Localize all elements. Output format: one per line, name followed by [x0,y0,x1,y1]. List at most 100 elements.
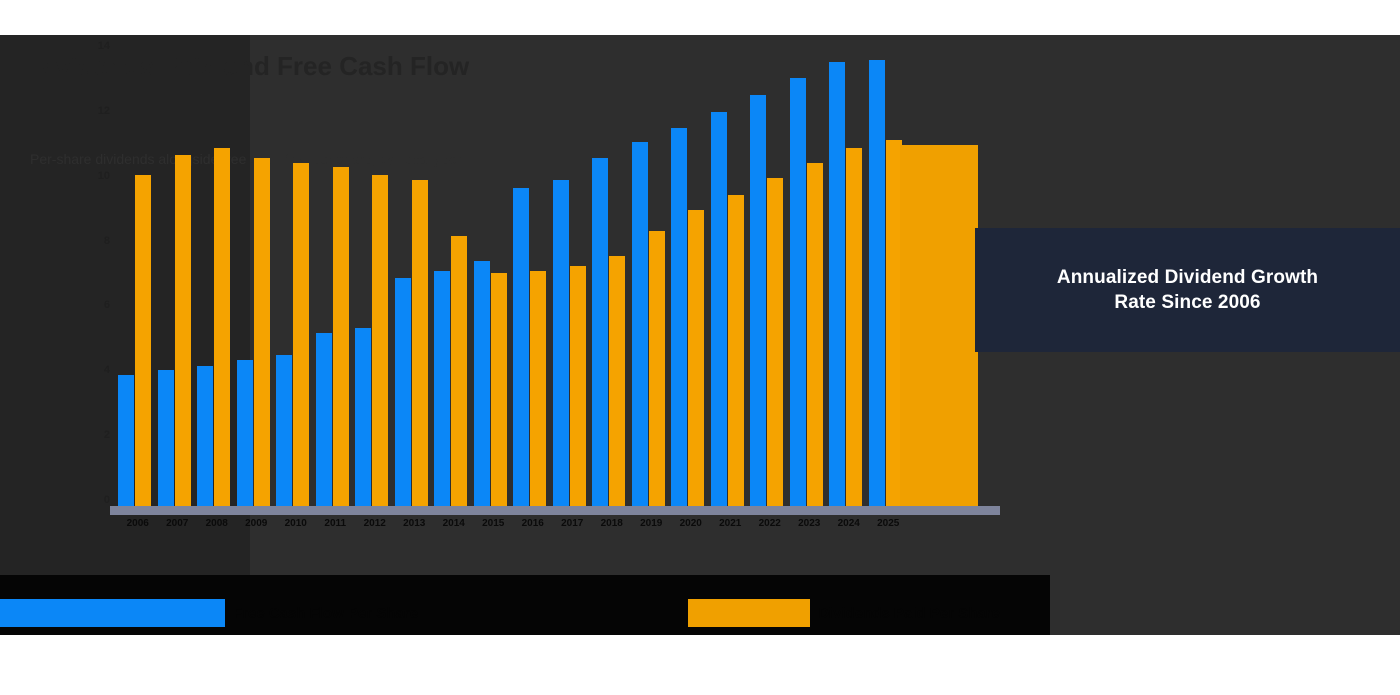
annotation-line-1: Annualized Dividend Growth [1056,266,1319,288]
x-tick-label: 2018 [600,518,623,529]
bar-fcf [750,94,766,506]
x-tick-label: 2019 [640,518,663,529]
bar-group [592,40,632,506]
bar-group [434,40,474,506]
legend-item-fcf: Free Cash Flow Per Share [0,596,418,630]
annotation-line-2: Rate Since 2006 [1114,292,1261,313]
x-tick-label: 2020 [679,518,702,529]
y-tick-label: 2 [103,429,110,442]
x-tick-label: 2021 [719,518,742,529]
x-tick-label: 2009 [245,518,268,529]
bar-fcf [434,271,450,506]
x-tick-label: 2012 [363,518,386,529]
bar-group [829,40,869,506]
legend-swatch-blue [0,599,225,627]
bar-dividends [806,163,823,506]
bar-dividends [688,209,704,506]
bar-fcf [394,278,411,506]
y-axis-labels: 14 12 10 8 6 4 2 0 [30,40,110,506]
bar-dividends [490,273,507,506]
bar-fcf [315,332,332,506]
bottom-right-margin [1050,635,1400,695]
x-axis-labels: 2006 2007 2008 2009 2010 2011 2012 2013 2014 2015… [118,518,908,544]
bar-group [631,40,672,506]
bar-dividends [648,231,665,506]
x-tick-label: 2022 [758,518,781,529]
bar-group [750,40,790,506]
annotation-text: Annualized Dividend Growth Rate Since 20… [1017,265,1358,316]
bar-group [868,40,909,506]
legend-label-dividends: Dividends Paid Per Share [818,604,1000,622]
y-tick-label: 14 [97,40,110,52]
bar-dividends [451,236,467,506]
y-tick-label: 10 [97,169,110,182]
bar-fcf [157,369,174,506]
bar-group [710,40,751,506]
x-tick-label: 2011 [324,518,347,529]
bar-fcf [552,179,569,506]
x-tick-label: 2006 [126,518,149,529]
bar-dividends [530,271,546,506]
bar-dividends [885,139,902,506]
bar-group [671,40,711,506]
bar-fcf [513,188,529,506]
x-tick-label: 2010 [284,518,307,529]
bar-fcf [236,360,253,506]
legend-swatch-orange [688,599,811,627]
chart-title: Dividends Paid and Free Cash Flow [30,51,470,81]
bar-dividends [846,148,862,506]
bar-group [394,40,435,506]
bar-fcf [789,78,806,506]
bar-fcf [197,365,213,506]
bar-group [118,40,158,506]
bar-fcf [710,111,727,506]
bar-group [276,40,316,506]
bar-group [473,40,514,506]
y-tick-label: 6 [103,299,110,312]
x-tick-label: 2023 [798,518,821,529]
bar-dividends [727,194,744,506]
bar-fcf [355,327,371,506]
plot-area [118,40,908,506]
bar-group [789,40,830,506]
bar-group [315,40,356,506]
x-tick-label: 2007 [166,518,189,529]
x-tick-label: 2016 [521,518,544,529]
x-tick-label: 2008 [205,518,228,529]
y-tick-label: 4 [103,364,110,377]
bar-fcf [473,261,490,506]
bar-dividends [372,174,388,506]
bar-dividends [609,256,625,506]
bar-group [157,40,198,506]
legend-item-dividends: Dividends Paid Per Share [688,596,1000,630]
y-tick-label: 0 [103,493,110,506]
bar-dividends [293,163,309,506]
bar-group [236,40,277,506]
bar-dividends [767,178,783,506]
top-margin [0,0,1400,35]
bar-dividends [332,166,349,506]
bar-fcf [671,128,687,506]
y-tick-label: 12 [97,104,110,117]
chart-subtitle: Per-share dividends alongside free cash … [30,151,465,167]
x-tick-label: 2017 [561,518,584,529]
bar-fcf [592,158,608,506]
bar-dividends [174,154,191,506]
x-tick-label: 2015 [482,518,505,529]
bar-group [197,40,237,506]
bar-dividends [253,158,270,506]
x-axis-baseline [110,506,1000,515]
bar-group [552,40,593,506]
x-tick-label: 2024 [837,518,860,529]
annotation-panel: Annualized Dividend Growth Rate Since 20… [975,228,1400,352]
chart-legend: Free Cash Flow Per Share Dividends Paid … [0,596,1040,630]
bar-dividends [569,266,586,506]
bar-dividends [214,148,230,506]
bar-dividends [135,174,151,506]
bar-fcf [868,59,885,506]
bar-dividends [411,179,428,506]
x-tick-label: 2013 [403,518,426,529]
x-tick-label: 2014 [442,518,465,529]
bar-group [355,40,395,506]
